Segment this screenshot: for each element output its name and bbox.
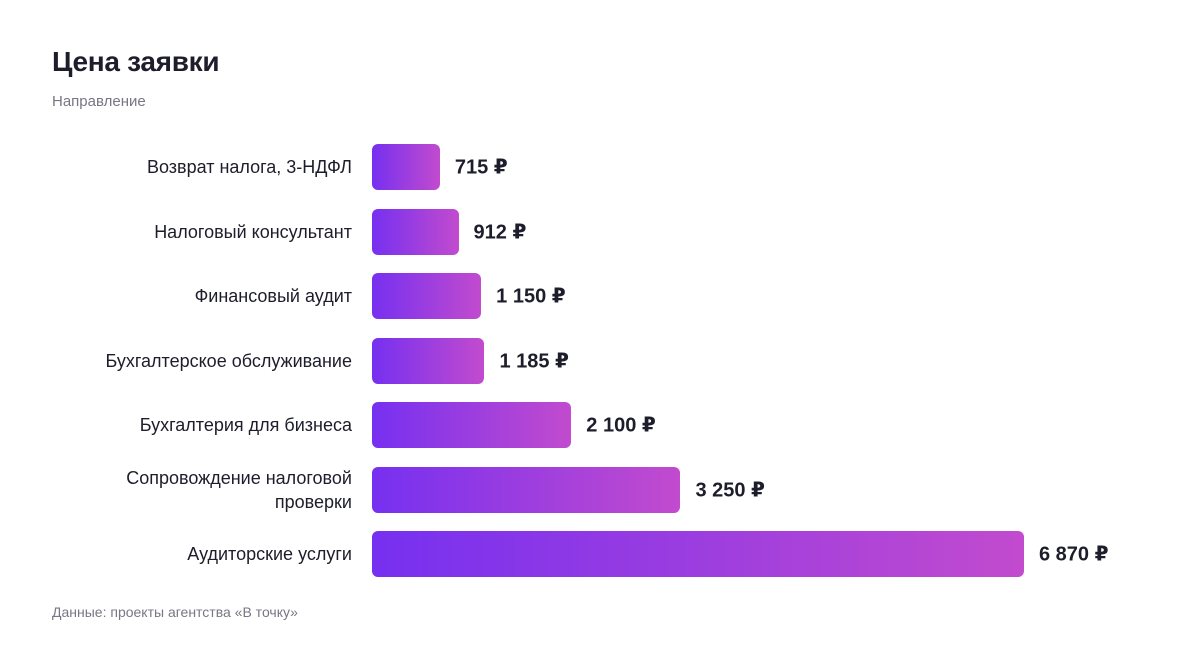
axis-label: Направление [52,93,146,110]
bar [372,466,681,513]
bar [372,208,459,255]
value-label: 3 250 ₽ [695,479,765,501]
value-label: 1 150 ₽ [496,285,566,308]
bar-row: Сопровождение налоговой проверки 3 250 ₽ [0,466,1200,513]
bar [372,273,482,319]
category-label: Сопровождение налоговой проверки [126,467,352,512]
bar [372,531,1024,577]
bar [372,337,485,384]
chart-title: Цена заявки [52,46,220,77]
bar-row: Финансовый аудит 1 150 ₽ [0,273,1200,319]
category-label: Аудиторские услуги [187,544,352,564]
source-note: Данные: проекты агентства «В точку» [52,604,298,620]
bar [372,402,572,448]
category-label: Финансовый аудит [194,286,352,306]
bar-row: Аудиторские услуги 6 870 ₽ [0,531,1200,577]
bar-row: Бухгалтерское обслуживание 1 185 ₽ [0,337,1200,384]
category-label: Возврат налога, 3-НДФЛ [146,157,352,177]
bar [372,144,440,190]
category-label: Бухгалтерское обслуживание [105,350,352,371]
value-label: 715 ₽ [454,156,508,179]
value-label: 1 185 ₽ [499,350,569,372]
category-label: Налоговый консультант [154,221,352,242]
bar-row: Бухгалтерия для бизнеса 2 100 ₽ [0,402,1200,448]
bar-row: Возврат налога, 3-НДФЛ 715 ₽ [0,144,1200,190]
bar-row: Налоговый консультант 912 ₽ [0,208,1200,255]
value-label: 2 100 ₽ [586,414,656,437]
value-label: 912 ₽ [473,221,527,243]
value-label: 6 870 ₽ [1039,543,1109,566]
category-label: Бухгалтерия для бизнеса [139,415,352,435]
